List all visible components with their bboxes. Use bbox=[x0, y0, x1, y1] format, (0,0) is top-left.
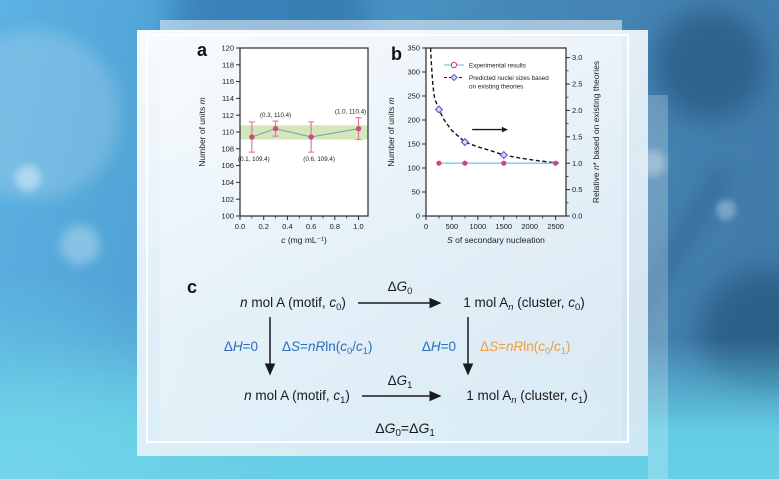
background-bubble bbox=[60, 225, 100, 265]
svg-text:1500: 1500 bbox=[495, 222, 512, 231]
svg-text:Number of units m: Number of units m bbox=[386, 97, 396, 166]
svg-text:114: 114 bbox=[222, 94, 234, 103]
svg-text:2500: 2500 bbox=[547, 222, 564, 231]
svg-text:100: 100 bbox=[221, 212, 234, 221]
delta-s-right-label: ΔS=nRln(c0/c1) bbox=[480, 339, 571, 357]
svg-text:106: 106 bbox=[221, 161, 234, 170]
thermodynamic-cycle-diagram: c n mol A (motif, c0) 1 mol An (cluster,… bbox=[137, 273, 648, 456]
svg-text:(0.6, 109.4): (0.6, 109.4) bbox=[303, 156, 335, 163]
svg-text:Number of units m: Number of units m bbox=[197, 97, 207, 166]
svg-text:250: 250 bbox=[407, 92, 420, 101]
svg-text:108: 108 bbox=[221, 144, 234, 153]
svg-text:0.0: 0.0 bbox=[572, 212, 582, 221]
svg-text:3.0: 3.0 bbox=[572, 53, 582, 62]
svg-text:c (mg mL⁻¹): c (mg mL⁻¹) bbox=[281, 235, 327, 245]
panel-frame-border bbox=[146, 34, 629, 443]
delta-g1-label: ΔG1 bbox=[387, 373, 413, 391]
delta-h-left-label: ΔH=0 bbox=[223, 339, 258, 354]
svg-text:112: 112 bbox=[222, 111, 234, 120]
svg-text:(1.0, 110.4): (1.0, 110.4) bbox=[335, 109, 366, 116]
svg-text:(0.3, 110.4): (0.3, 110.4) bbox=[260, 112, 291, 119]
svg-text:0.5: 0.5 bbox=[572, 185, 582, 194]
panel-label-c: c bbox=[187, 277, 198, 297]
svg-text:500: 500 bbox=[446, 222, 459, 231]
node-motif-c0: n mol A (motif, c0) bbox=[240, 295, 346, 313]
background-bubble bbox=[15, 165, 41, 191]
delta-g0-label: ΔG0 bbox=[387, 279, 413, 297]
svg-text:0.6: 0.6 bbox=[306, 222, 316, 231]
svg-text:1.0: 1.0 bbox=[572, 159, 582, 168]
diagram-arrows bbox=[264, 297, 474, 402]
background-molecule-sphere bbox=[655, 10, 765, 120]
svg-text:2000: 2000 bbox=[521, 222, 538, 231]
svg-text:Relative n* based on existing: Relative n* based on existing theories bbox=[591, 61, 601, 203]
chart-b-units-vs-secondary-nucleation: 0 50 100 150 200 250 300 350 0 500 1000 1500 2000 250… bbox=[386, 44, 601, 245]
chart-a-units-vs-concentration: 100 102 104 106 108 110 112 114 116 118 120 0.0 0.2 0… bbox=[197, 44, 369, 245]
svg-text:200: 200 bbox=[407, 116, 420, 125]
svg-text:1.0: 1.0 bbox=[353, 222, 363, 231]
svg-text:50: 50 bbox=[412, 188, 420, 197]
svg-text:0: 0 bbox=[416, 212, 420, 221]
svg-text:0.4: 0.4 bbox=[282, 222, 292, 231]
svg-text:1000: 1000 bbox=[470, 222, 487, 231]
svg-text:102: 102 bbox=[221, 195, 234, 204]
svg-text:2.5: 2.5 bbox=[572, 80, 582, 89]
svg-text:150: 150 bbox=[407, 140, 420, 149]
svg-text:0.2: 0.2 bbox=[258, 222, 268, 231]
svg-text:Experimental results: Experimental results bbox=[469, 63, 526, 70]
panel-label-a: a bbox=[197, 40, 208, 60]
free-energy-equality-label: ΔG0=ΔG1 bbox=[375, 420, 435, 439]
delta-s-left-label: ΔS=nRln(c0/c1) bbox=[282, 339, 373, 357]
svg-text:100: 100 bbox=[407, 164, 420, 173]
svg-text:110: 110 bbox=[222, 128, 234, 137]
node-cluster-c0: 1 mol An (cluster, c0) bbox=[463, 295, 585, 313]
svg-text:S of secondary nucleation: S of secondary nucleation bbox=[447, 235, 545, 245]
svg-text:0.8: 0.8 bbox=[330, 222, 340, 231]
node-cluster-c1: 1 mol An (cluster, c1) bbox=[466, 388, 588, 406]
svg-text:300: 300 bbox=[407, 68, 420, 77]
svg-text:120: 120 bbox=[221, 44, 234, 53]
background-bubble bbox=[716, 200, 736, 220]
svg-text:Predicted nuclei sizes based: Predicted nuclei sizes based bbox=[469, 75, 549, 82]
svg-text:118: 118 bbox=[222, 60, 234, 69]
svg-text:1.5: 1.5 bbox=[572, 132, 582, 141]
figure-panel: a b 100 102 104 106 108 110 112 114 116 118 120 0.0… bbox=[137, 30, 648, 456]
node-motif-c1: n mol A (motif, c1) bbox=[244, 388, 350, 406]
svg-text:(0.1, 109.4): (0.1, 109.4) bbox=[238, 156, 270, 163]
glass-edge-band bbox=[648, 95, 668, 479]
svg-text:0.0: 0.0 bbox=[235, 222, 245, 231]
svg-text:350: 350 bbox=[407, 44, 420, 53]
svg-text:2.0: 2.0 bbox=[572, 106, 582, 115]
svg-text:104: 104 bbox=[221, 178, 234, 187]
svg-text:116: 116 bbox=[222, 77, 234, 86]
svg-text:0: 0 bbox=[424, 222, 428, 231]
svg-text:on existing theories: on existing theories bbox=[469, 84, 523, 91]
delta-h-right-label: ΔH=0 bbox=[421, 339, 456, 354]
panel-label-b: b bbox=[391, 44, 402, 64]
